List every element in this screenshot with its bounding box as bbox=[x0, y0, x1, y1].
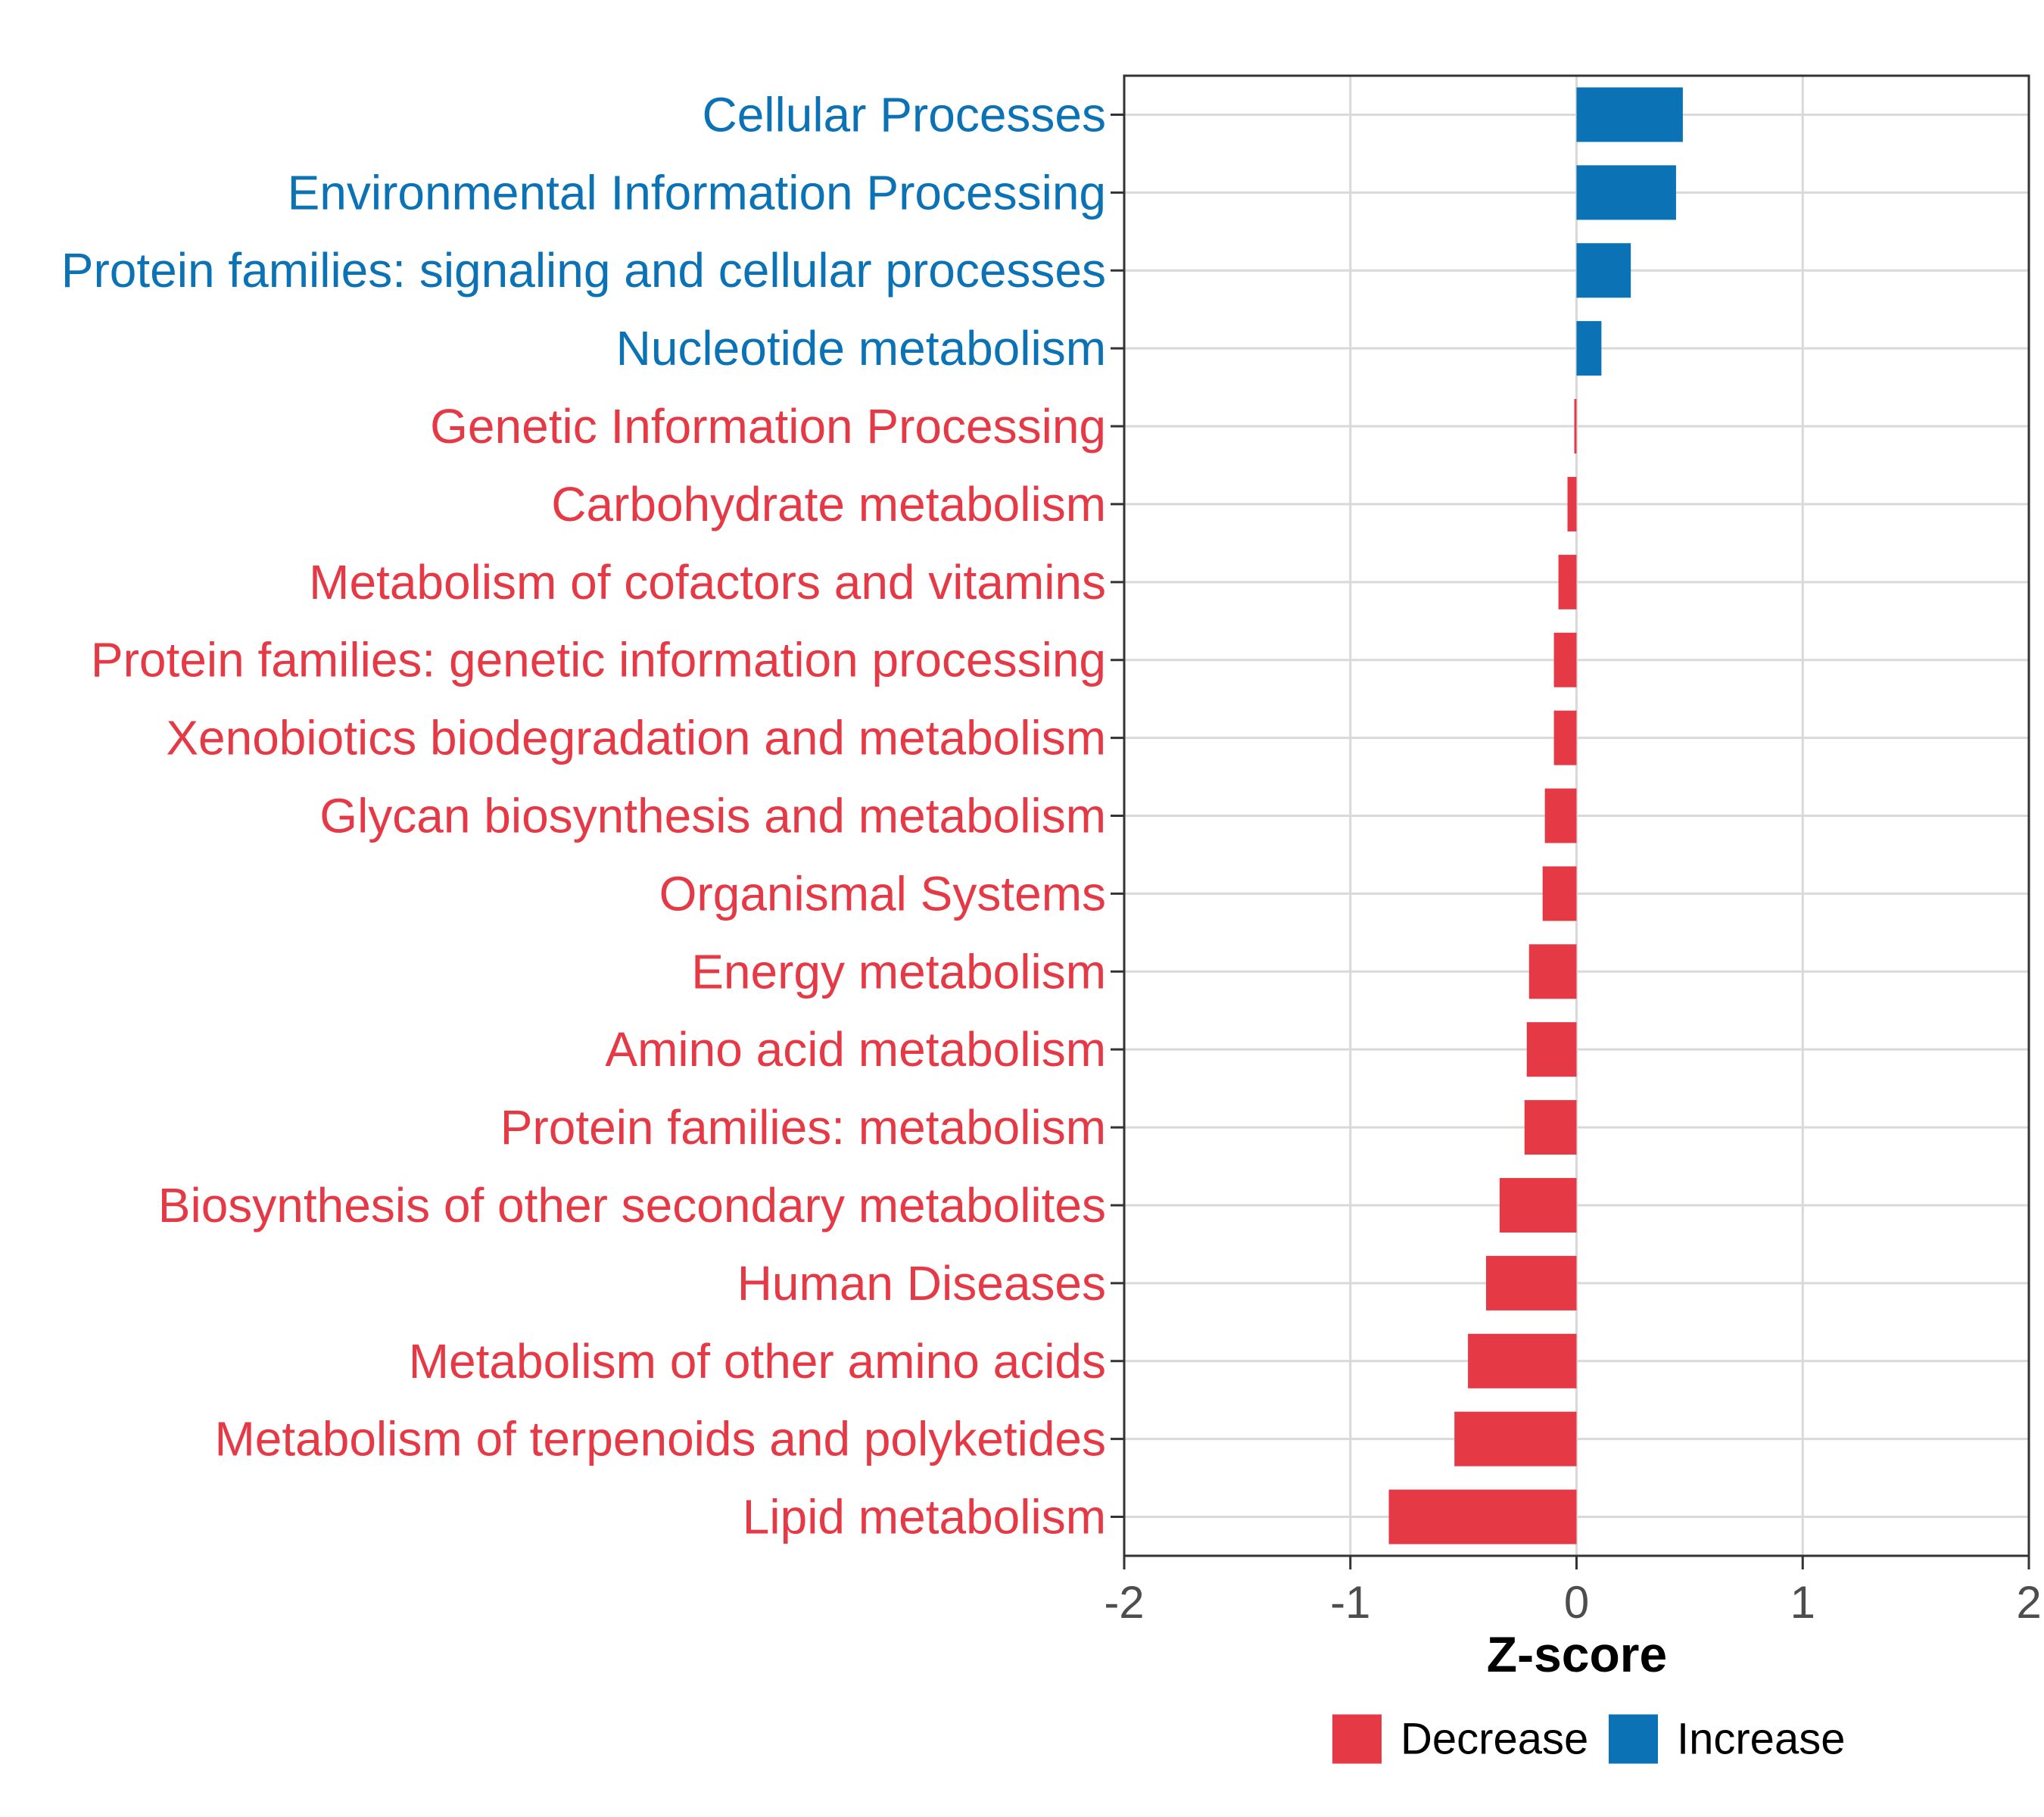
bar-6 bbox=[1558, 554, 1577, 609]
bar-16 bbox=[1468, 1333, 1577, 1388]
bar-4 bbox=[1574, 399, 1577, 454]
bar-5 bbox=[1567, 476, 1577, 531]
category-label-13: Protein families: metabolism bbox=[500, 1100, 1106, 1155]
bar-0 bbox=[1576, 87, 1683, 142]
bar-11 bbox=[1528, 944, 1577, 999]
legend-label-decrease: Decrease bbox=[1401, 1715, 1588, 1764]
category-label-16: Metabolism of other amino acids bbox=[409, 1334, 1106, 1388]
bar-8 bbox=[1553, 710, 1577, 765]
category-label-3: Nucleotide metabolism bbox=[616, 321, 1106, 376]
x-tick-label-1: -1 bbox=[1330, 1577, 1370, 1628]
bar-12 bbox=[1526, 1022, 1577, 1077]
category-label-1: Environmental Information Processing bbox=[288, 165, 1106, 220]
x-tick-label-2: 0 bbox=[1564, 1577, 1589, 1628]
bar-13 bbox=[1524, 1100, 1577, 1155]
category-label-14: Biosynthesis of other secondary metaboli… bbox=[158, 1178, 1106, 1233]
category-label-10: Organismal Systems bbox=[659, 866, 1106, 921]
x-tick-label-4: 2 bbox=[2016, 1577, 2041, 1628]
bar-3 bbox=[1576, 321, 1602, 376]
legend-swatch-increase bbox=[1609, 1714, 1658, 1764]
bar-18 bbox=[1388, 1489, 1577, 1544]
category-label-0: Cellular Processes bbox=[702, 87, 1106, 142]
x-tick-label-3: 1 bbox=[1790, 1577, 1815, 1628]
category-label-11: Energy metabolism bbox=[691, 944, 1106, 999]
category-label-6: Metabolism of cofactors and vitamins bbox=[309, 555, 1106, 609]
category-label-4: Genetic Information Processing bbox=[430, 399, 1106, 453]
bar-2 bbox=[1576, 243, 1631, 298]
category-label-8: Xenobiotics biodegradation and metabolis… bbox=[166, 711, 1106, 765]
bar-17 bbox=[1454, 1411, 1577, 1466]
category-label-2: Protein families: signaling and cellular… bbox=[61, 243, 1106, 298]
category-label-17: Metabolism of terpenoids and polyketides bbox=[214, 1412, 1106, 1466]
bar-15 bbox=[1486, 1255, 1577, 1311]
x-axis-title: Z-score bbox=[1487, 1626, 1667, 1682]
bars bbox=[1388, 87, 1683, 1544]
category-label-18: Lipid metabolism bbox=[743, 1490, 1106, 1544]
category-label-12: Amino acid metabolism bbox=[605, 1022, 1106, 1077]
category-label-9: Glycan biosynthesis and metabolism bbox=[319, 789, 1106, 843]
category-label-15: Human Diseases bbox=[737, 1256, 1106, 1311]
x-axis-ticks: -2 -1 0 1 2 bbox=[1104, 1556, 2042, 1628]
legend: Decrease Increase bbox=[1332, 1714, 1845, 1764]
bar-14 bbox=[1499, 1177, 1577, 1233]
bar-9 bbox=[1544, 788, 1577, 843]
category-label-7: Protein families: genetic information pr… bbox=[91, 633, 1106, 687]
x-tick-label-0: -2 bbox=[1104, 1577, 1144, 1628]
legend-swatch-decrease bbox=[1332, 1714, 1382, 1764]
bar-1 bbox=[1576, 165, 1676, 220]
category-labels: Cellular Processes Environmental Informat… bbox=[61, 87, 1106, 1544]
legend-label-increase: Increase bbox=[1677, 1715, 1845, 1764]
bar-10 bbox=[1542, 866, 1577, 921]
bar-7 bbox=[1553, 632, 1577, 687]
category-label-5: Carbohydrate metabolism bbox=[551, 477, 1106, 531]
